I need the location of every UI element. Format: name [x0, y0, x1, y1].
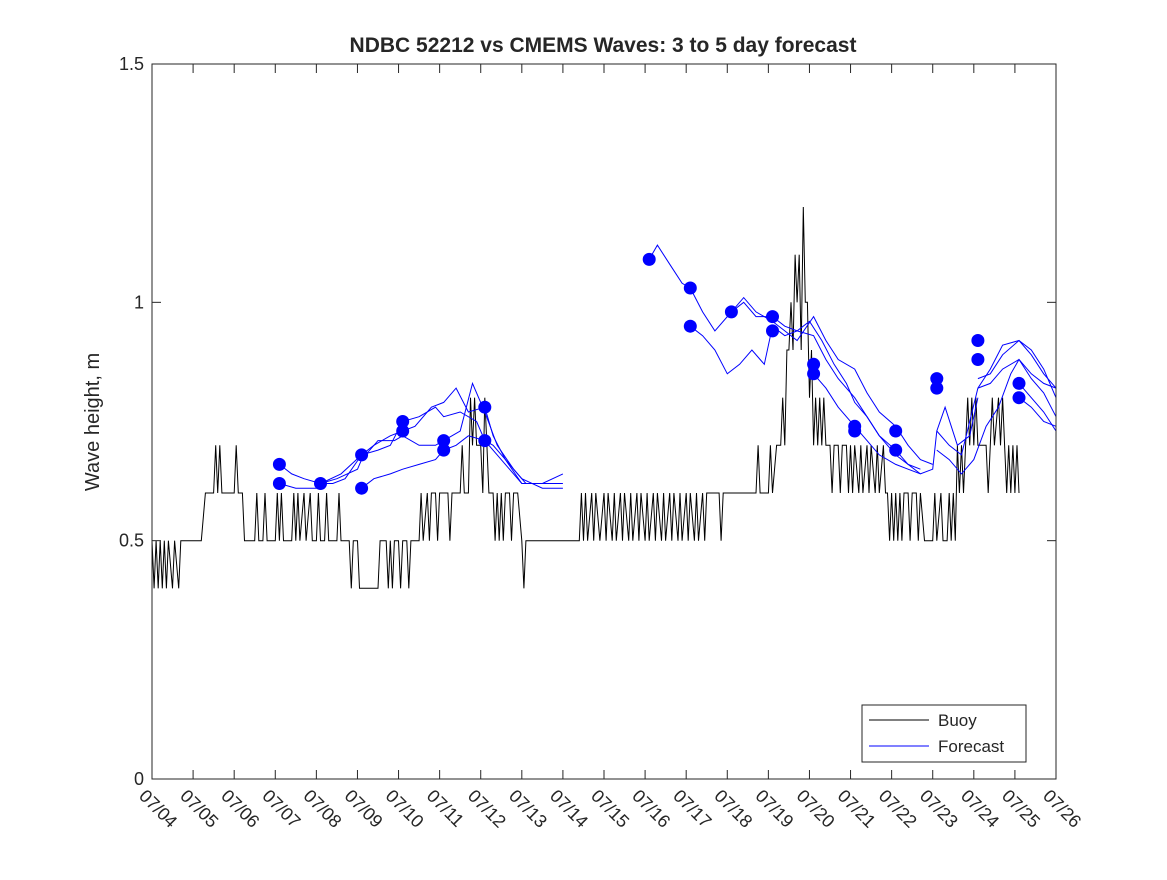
forecast-series-line-3 [361, 435, 564, 489]
forecast-series-line-14 [1018, 397, 1057, 427]
forecast-series-line-11 [977, 339, 1057, 398]
forecast-point-28 [1012, 376, 1026, 390]
forecast-point-7 [396, 424, 410, 438]
forecast-point-6 [396, 415, 410, 428]
forecast-point-3 [314, 477, 327, 490]
legend-box [861, 704, 1027, 763]
forecast-point-17 [766, 324, 779, 338]
forecast-series-line-7 [731, 296, 933, 465]
x-tick-label: 07/05 [176, 786, 222, 832]
forecast-series-line-12 [977, 358, 1057, 417]
forecast-point-25 [930, 381, 944, 395]
forecast-point-24 [930, 372, 944, 386]
y-tick-label: 0.5 [119, 531, 144, 551]
x-tick-label: 07/23 [916, 786, 962, 832]
x-tick-label: 07/12 [464, 786, 510, 832]
buoy-series-line [151, 206, 1020, 589]
forecast-point-29 [1012, 391, 1026, 405]
x-tick-label: 07/11 [423, 786, 468, 831]
y-tick-label: 1 [134, 292, 144, 312]
x-tick-label: 07/09 [341, 786, 387, 832]
forecast-point-9 [437, 443, 451, 457]
forecast-point-16 [766, 310, 779, 324]
forecast-point-27 [971, 353, 985, 366]
forecast-series-line-6 [689, 320, 921, 470]
x-tick-label: 07/21 [834, 786, 880, 832]
x-tick-label: 07/16 [628, 786, 674, 832]
forecast-series-line-8 [813, 373, 979, 475]
axes-box [151, 63, 1057, 780]
y-tick-label: 0 [134, 769, 144, 789]
x-tick-label: 07/10 [382, 786, 428, 832]
forecast-point-5 [355, 481, 369, 495]
x-tick-label: 07/07 [258, 786, 304, 832]
forecast-point-26 [971, 334, 985, 347]
forecast-point-18 [807, 357, 821, 371]
x-tick-label: 07/14 [546, 786, 592, 832]
x-tick-label: 07/19 [752, 786, 798, 832]
forecast-series-line-2 [279, 387, 563, 489]
x-tick-label: 07/13 [505, 786, 551, 832]
x-tick-label: 07/18 [710, 786, 756, 832]
forecast-point-12 [642, 252, 656, 266]
forecast-point-22 [889, 424, 903, 438]
forecast-series-line-4 [320, 381, 543, 484]
x-tick-label: 07/06 [217, 786, 263, 832]
x-tick-label: 07/04 [135, 786, 181, 832]
x-tick-label: 07/17 [669, 786, 715, 832]
plot-area [151, 206, 1057, 589]
x-tick-label: 07/26 [1039, 786, 1085, 832]
y-axis-label: Wave height, m [82, 353, 104, 491]
forecast-point-19 [807, 367, 821, 381]
forecast-series-line-9 [936, 358, 1057, 475]
x-tick-label: 07/24 [957, 786, 1003, 832]
forecast-series-line-10 [936, 339, 1057, 456]
x-tick-label: 07/08 [300, 786, 346, 832]
forecast-point-14 [683, 319, 697, 333]
forecast-point-10 [478, 400, 492, 414]
x-tick-label: 07/25 [998, 786, 1044, 832]
forecast-point-4 [355, 448, 369, 462]
forecast-point-13 [683, 281, 697, 295]
forecast-point-8 [437, 434, 451, 448]
chart-title: NDBC 52212 vs CMEMS Waves: 3 to 5 day fo… [350, 34, 857, 57]
legend-forecast-label: Forecast [938, 737, 1004, 756]
forecast-point-2 [272, 477, 286, 490]
legend: Buoy Forecast [861, 704, 1027, 763]
legend-buoy-label: Buoy [938, 711, 977, 730]
forecast-point-21 [848, 424, 862, 438]
forecast-series-line-13 [1018, 383, 1057, 432]
forecast-point-1 [272, 457, 286, 471]
x-tick-label: 07/22 [875, 786, 921, 832]
x-tick-label: 07/15 [587, 786, 633, 832]
forecast-point-15 [724, 305, 738, 319]
x-tick-label: 07/20 [793, 786, 839, 832]
forecast-point-11 [478, 434, 492, 448]
y-tick-label: 1.5 [119, 54, 144, 74]
forecast-point-23 [889, 443, 903, 457]
